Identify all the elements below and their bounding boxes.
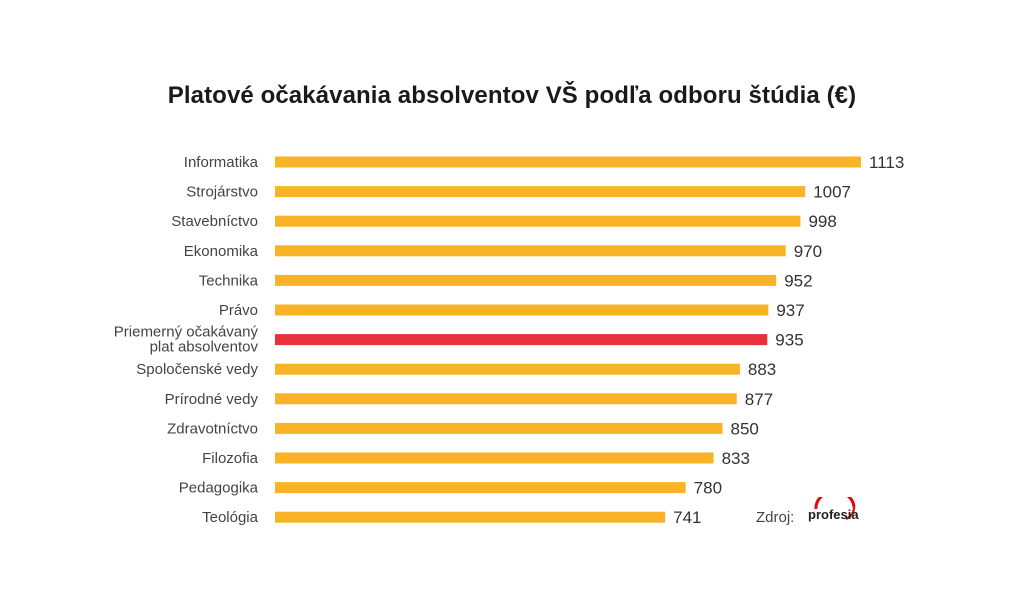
category-label: Zdravotníctvo — [167, 420, 258, 437]
bar — [275, 274, 777, 286]
value-label: 741 — [673, 508, 701, 527]
bar — [275, 215, 801, 227]
value-label: 883 — [748, 360, 776, 379]
value-label: 850 — [731, 419, 759, 438]
logo-text: profesia — [808, 507, 859, 522]
bar — [275, 186, 806, 198]
value-label: 780 — [694, 479, 722, 498]
category-label-line: Priemerný očakávaný — [114, 324, 259, 341]
value-label: 935 — [775, 331, 803, 350]
category-label: Priemerný očakávaný plat absolventov — [114, 324, 259, 356]
category-label: Spoločenské vedy — [136, 361, 258, 378]
source-label: Zdroj: — [756, 509, 795, 526]
category-label-line: plat absolventov — [150, 339, 259, 356]
bar — [275, 422, 723, 434]
category-label: Filozofia — [202, 450, 259, 467]
value-label: 952 — [784, 271, 812, 290]
bar — [275, 304, 769, 316]
bar — [275, 363, 740, 375]
profesia-logo: profesia — [808, 497, 859, 522]
category-label: Pedagogika — [179, 480, 259, 497]
bar — [275, 393, 737, 405]
value-label: 937 — [776, 301, 804, 320]
category-label: Právo — [219, 302, 258, 319]
category-label: Stavebníctvo — [171, 213, 258, 230]
value-label: 1007 — [813, 183, 851, 202]
category-label: Prírodné vedy — [165, 391, 259, 408]
category-label: Ekonomika — [184, 243, 259, 260]
bar — [275, 511, 666, 523]
category-label: Teológia — [202, 509, 259, 526]
bar — [275, 452, 714, 464]
value-label: 877 — [745, 390, 773, 409]
bar — [275, 156, 861, 168]
value-label: 833 — [722, 449, 750, 468]
bar — [275, 334, 768, 346]
value-label: 970 — [794, 242, 822, 261]
value-label: 1113 — [869, 153, 904, 172]
category-label: Strojárstvo — [186, 184, 258, 201]
bar — [275, 482, 686, 494]
category-label: Informatika — [184, 154, 259, 171]
category-label: Technika — [199, 272, 259, 289]
value-label: 998 — [808, 212, 836, 231]
bar — [275, 245, 786, 257]
chart-title: Platové očakávania absolventov VŠ podľa … — [167, 82, 857, 109]
